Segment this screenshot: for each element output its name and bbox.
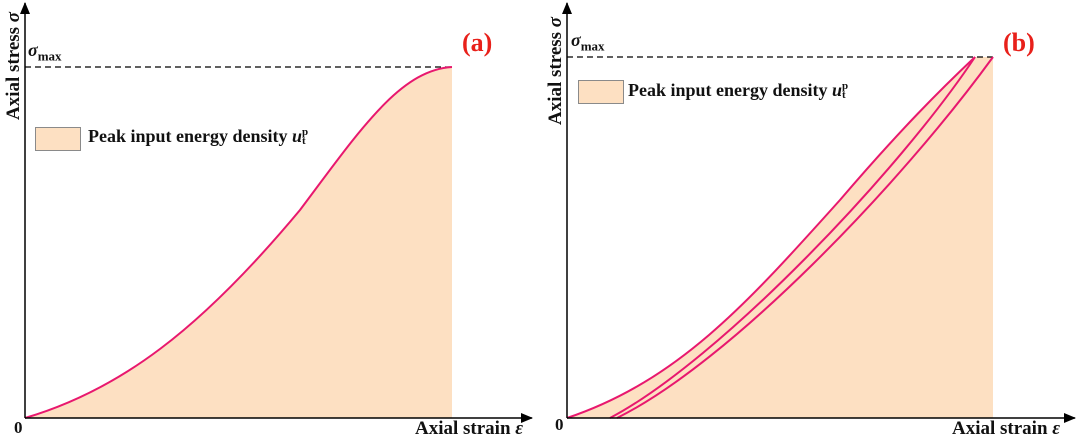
y-axis-label-a: Axial stress σ xyxy=(3,11,24,120)
panel-tag-a: (a) xyxy=(462,28,493,57)
sigma-max-label-b: σmax xyxy=(571,30,605,54)
stress-strain-curve-a xyxy=(24,66,453,419)
y-axis-label-b: Axial stress σ xyxy=(545,16,566,125)
legend-swatch-b xyxy=(578,80,624,104)
unloading-curve-b xyxy=(609,56,976,419)
x-axis-label-b: Axial strain ε xyxy=(952,418,1061,439)
origin-label-a: 0 xyxy=(14,418,23,437)
energy-area-a xyxy=(25,67,452,418)
sigma-max-label-a: σmax xyxy=(28,40,62,64)
panel-tag-b: (b) xyxy=(1003,28,1035,57)
reloading-curve-b xyxy=(616,56,994,419)
legend-label-b: Peak input energy density up t xyxy=(628,80,849,101)
legend-label-a: Peak input energy density up t xyxy=(88,126,309,147)
loading-curve-b xyxy=(566,56,976,419)
legend-swatch-a xyxy=(35,127,81,151)
origin-label-b: 0 xyxy=(555,415,564,434)
x-axis-label-a: Axial strain ε xyxy=(415,418,524,439)
energy-area-b xyxy=(567,57,993,418)
